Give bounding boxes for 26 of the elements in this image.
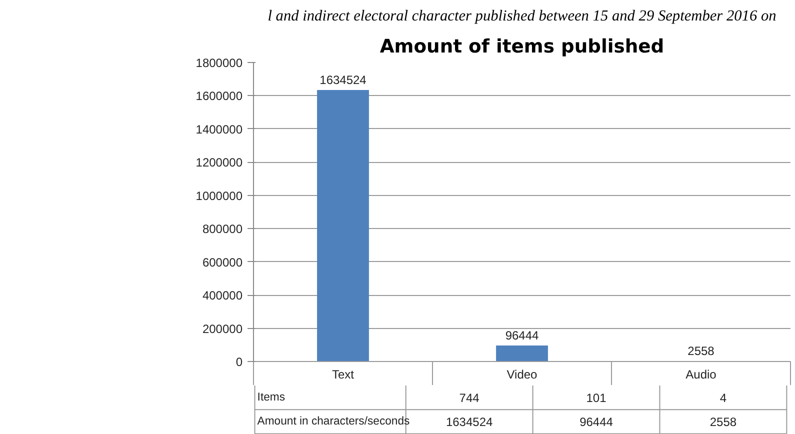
y-tick-label: 800000 — [202, 222, 243, 236]
x-tick-label: Text — [332, 368, 355, 382]
y-tick-label: 0 — [236, 355, 243, 369]
text: 4 — [720, 391, 727, 406]
chart-subtitle: l and indirect electoral character published between 15 and 29 September 2016 on — [268, 8, 777, 24]
data-label: 2558 — [688, 344, 715, 358]
text: Amount in characters/seconds — [257, 416, 410, 428]
chart-title: Amount of items published — [380, 36, 664, 58]
y-tick-label: 1800000 — [196, 56, 243, 70]
text: 101 — [586, 391, 607, 406]
y-tick-label: 200000 — [202, 322, 243, 336]
text: 744 — [459, 391, 480, 406]
text: 96444 — [580, 415, 614, 430]
text: Items — [257, 392, 286, 404]
y-tick-label: 600000 — [202, 255, 243, 270]
y-tick-label: 1600000 — [196, 89, 243, 104]
y-tick-label: 1400000 — [196, 122, 243, 136]
x-tick-label: Audio — [686, 368, 717, 382]
y-tick-label: 1200000 — [196, 156, 243, 170]
text: 1634524 — [446, 415, 493, 430]
data-label: 96444 — [505, 328, 540, 342]
x-tick-label: Video — [506, 368, 538, 382]
text: 2558 — [710, 415, 737, 430]
data-label: 1634524 — [320, 72, 367, 87]
y-tick-label: 400000 — [202, 288, 243, 303]
y-tick-label: 1000000 — [196, 188, 243, 203]
